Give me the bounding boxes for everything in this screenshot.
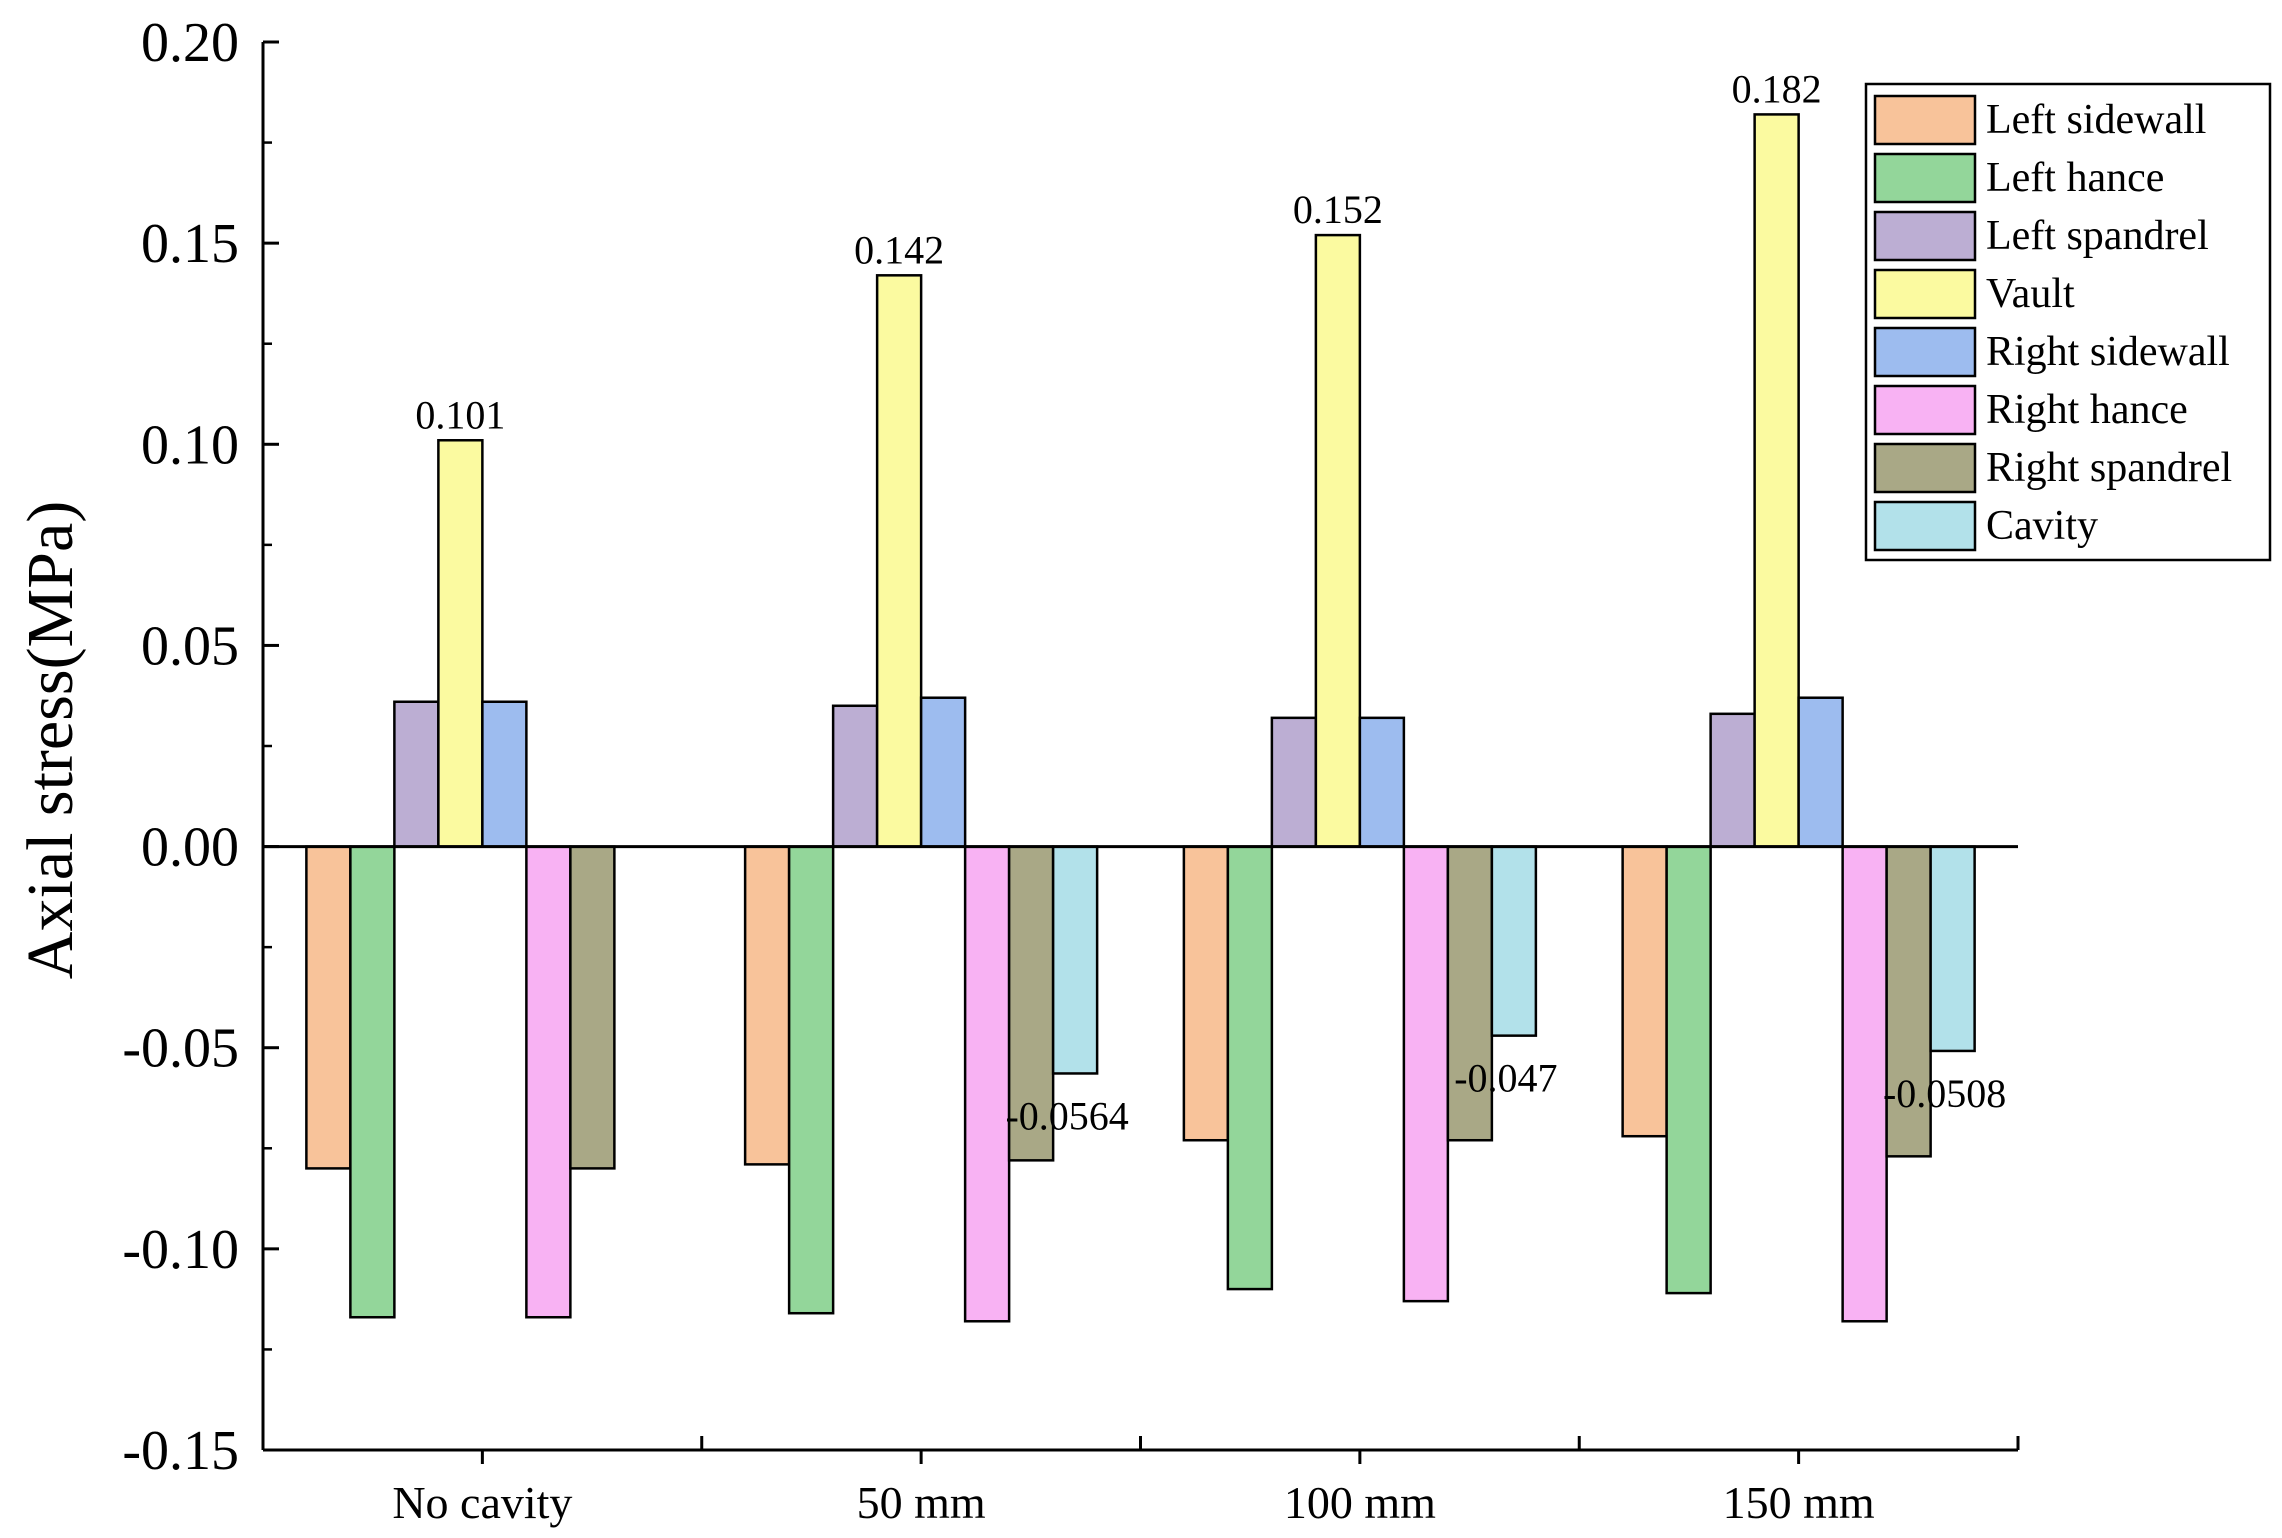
y-tick-label: 0.05 <box>141 615 239 677</box>
y-tick-label: 0.00 <box>141 817 239 879</box>
bar-left-spandrel-0 <box>393 700 440 848</box>
bar-left-sidewall-2 <box>1182 845 1230 1142</box>
bar-left-sidewall-1 <box>743 845 791 1166</box>
y-axis-title: Axial stress(MPa) <box>14 501 87 979</box>
bar-cavity-3 <box>1929 845 1976 1053</box>
x-tick-label: 50 mm <box>857 1477 986 1528</box>
bar-left-hance-3 <box>1665 845 1712 1295</box>
bar-vault-3 <box>1753 113 1800 848</box>
bar-right-sidewall-1 <box>919 696 967 848</box>
y-tick-label: -0.05 <box>122 1018 239 1080</box>
bar-right-hance-3 <box>1841 845 1888 1323</box>
y-tick-label: -0.10 <box>122 1219 239 1281</box>
legend-label: Left spandrel <box>1986 213 2209 259</box>
data-label: -0.0508 <box>1883 1071 2006 1116</box>
bar-right-sidewall-3 <box>1797 696 1844 848</box>
y-tick-label: 0.20 <box>141 12 239 74</box>
bar-left-spandrel-1 <box>831 704 879 848</box>
legend-label: Cavity <box>1986 503 2098 549</box>
legend-label: Left sidewall <box>1986 97 2206 143</box>
legend-label: Vault <box>1986 271 2075 317</box>
bar-left-hance-2 <box>1226 845 1274 1291</box>
data-label: 0.182 <box>1732 66 1822 111</box>
y-tick-label: 0.15 <box>141 213 239 275</box>
bars-layer <box>305 113 1976 1323</box>
data-label: 0.152 <box>1293 187 1383 232</box>
data-label: -0.047 <box>1454 1056 1557 1101</box>
bar-left-spandrel-3 <box>1709 712 1756 848</box>
bar-right-spandrel-2 <box>1446 845 1494 1142</box>
legend-swatch <box>1873 268 1977 320</box>
y-tick-label: -0.15 <box>122 1420 239 1482</box>
bar-vault-1 <box>875 274 923 848</box>
bar-left-spandrel-2 <box>1270 716 1318 848</box>
legend-label: Right hance <box>1986 387 2188 433</box>
bar-left-sidewall-3 <box>1621 845 1668 1138</box>
legend-swatch <box>1873 326 1977 378</box>
bar-right-sidewall-0 <box>481 700 528 848</box>
x-tick-label: 100 mm <box>1284 1477 1436 1528</box>
legend: Left sidewall Left hance Left spandrel Vaul… <box>1864 82 2272 562</box>
data-label: -0.0564 <box>1005 1093 1128 1138</box>
bar-right-hance-0 <box>525 845 572 1319</box>
legend-swatch <box>1873 442 1977 494</box>
x-tick-label: 150 mm <box>1723 1477 1875 1528</box>
bar-left-sidewall-0 <box>305 845 352 1170</box>
bar-left-hance-1 <box>787 845 835 1315</box>
bar-right-hance-2 <box>1402 845 1450 1303</box>
legend-swatch <box>1873 210 1977 262</box>
legend-label: Right spandrel <box>1986 445 2232 491</box>
legend-swatch <box>1873 94 1977 146</box>
bar-cavity-1 <box>1051 845 1099 1075</box>
legend-swatch <box>1873 500 1977 552</box>
bar-right-hance-1 <box>963 845 1011 1323</box>
data-label: 0.142 <box>854 227 944 272</box>
legend-swatch <box>1873 384 1977 436</box>
bar-vault-0 <box>437 439 484 848</box>
x-tick-label: No cavity <box>392 1477 572 1528</box>
data-label: 0.101 <box>415 392 505 437</box>
bar-vault-2 <box>1314 233 1362 848</box>
bar-left-hance-0 <box>349 845 396 1319</box>
legend-label: Right sidewall <box>1986 329 2230 375</box>
y-tick-label: 0.10 <box>141 414 239 476</box>
bar-right-spandrel-1 <box>1007 845 1055 1162</box>
bar-right-sidewall-2 <box>1358 716 1406 848</box>
legend-label: Left hance <box>1986 155 2164 201</box>
data-labels-layer: 0.101 0.142 0.152 0.182 -0.0564 -0.047 -0.0508 <box>415 66 2006 1138</box>
bar-cavity-2 <box>1490 845 1538 1037</box>
bar-right-spandrel-0 <box>569 845 616 1170</box>
axes-layer: 0.20 0.15 0.10 0.05 0.00 -0.05 -0.10 -0.15 No ca… <box>122 12 2020 1528</box>
legend-swatch <box>1873 152 1977 204</box>
